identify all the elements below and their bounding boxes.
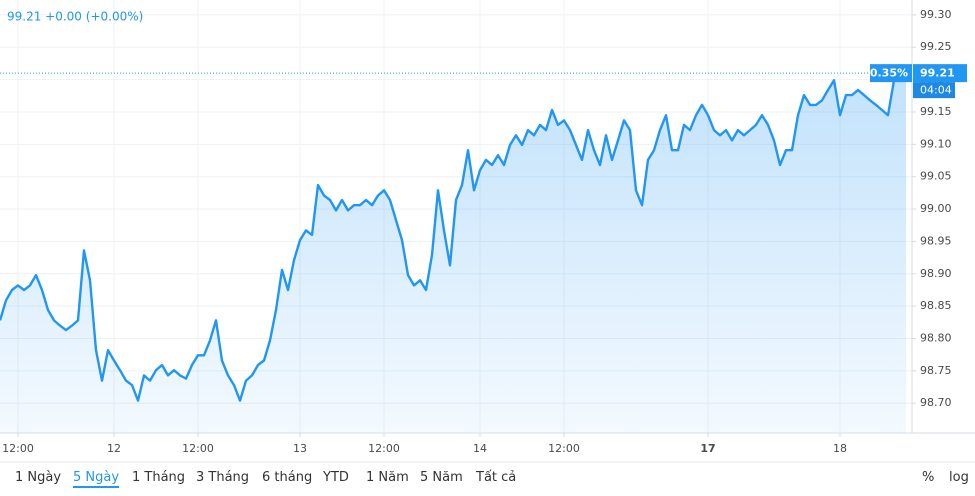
change-box xyxy=(870,64,912,83)
y-tick-label: 98.85 xyxy=(920,299,952,312)
range-button[interactable]: log xyxy=(949,470,969,485)
range-button[interactable]: % xyxy=(922,470,935,485)
change-label: 0.35% xyxy=(870,67,908,80)
x-tick-label: 13 xyxy=(293,442,307,455)
x-tick-label: 12:00 xyxy=(548,442,580,455)
last-price-label: 99.21 xyxy=(920,67,955,80)
last-price-box xyxy=(913,64,967,83)
chart: 98.70 98.75 98.80 98.85 98.90 98.95 99.00 99.05… xyxy=(0,0,975,463)
range-toolbar: 1 Ngày 5 Ngày 1 Tháng 3 Tháng 6 tháng YTD 1 Nă… xyxy=(0,466,975,494)
y-tick-label: 99.05 xyxy=(920,170,952,183)
range-button[interactable]: 5 Ngày xyxy=(73,470,120,488)
quote-header: 99.21 +0.00 (+0.00%) xyxy=(7,10,143,24)
range-button[interactable]: 3 Tháng xyxy=(196,470,250,485)
y-tick-label: 99.00 xyxy=(920,202,952,215)
y-tick-label: 99.15 xyxy=(920,105,952,118)
y-tick-label: 98.80 xyxy=(920,332,952,345)
y-tick-label: 98.75 xyxy=(920,364,952,377)
price-line xyxy=(0,64,908,402)
x-tick-label: 12:00 xyxy=(2,442,34,455)
x-tick-label: 14 xyxy=(473,442,487,455)
range-button[interactable]: 5 Năm xyxy=(420,470,463,485)
range-button[interactable]: YTD xyxy=(323,470,349,485)
countdown-box xyxy=(913,82,955,99)
area-fill xyxy=(0,65,906,434)
countdown-label: 04:04 xyxy=(920,84,952,97)
x-tick-label: 18 xyxy=(833,442,847,455)
y-tick-label: 99.30 xyxy=(920,8,952,21)
y-tick-label: 99.25 xyxy=(920,40,952,53)
plot-area xyxy=(0,64,912,434)
y-tick-label: 98.90 xyxy=(920,267,952,280)
y-tick-label: 99.10 xyxy=(920,137,952,150)
range-button[interactable]: 6 tháng xyxy=(262,470,313,485)
range-button[interactable]: Tất cả xyxy=(476,470,517,485)
x-tick-label: 12 xyxy=(107,442,121,455)
labels: 98.70 98.75 98.80 98.85 98.90 98.95 99.00 99.05… xyxy=(2,8,967,455)
y-tick-label: 98.95 xyxy=(920,234,952,247)
range-button[interactable]: 1 Ngày xyxy=(15,470,62,485)
range-button[interactable]: 1 Năm xyxy=(366,470,409,485)
x-tick-label: 12:00 xyxy=(182,442,214,455)
x-tick-label: 17 xyxy=(700,442,715,455)
range-button[interactable]: 1 Tháng xyxy=(132,470,186,485)
y-tick-label: 98.70 xyxy=(920,396,952,409)
x-tick-label: 12:00 xyxy=(368,442,400,455)
